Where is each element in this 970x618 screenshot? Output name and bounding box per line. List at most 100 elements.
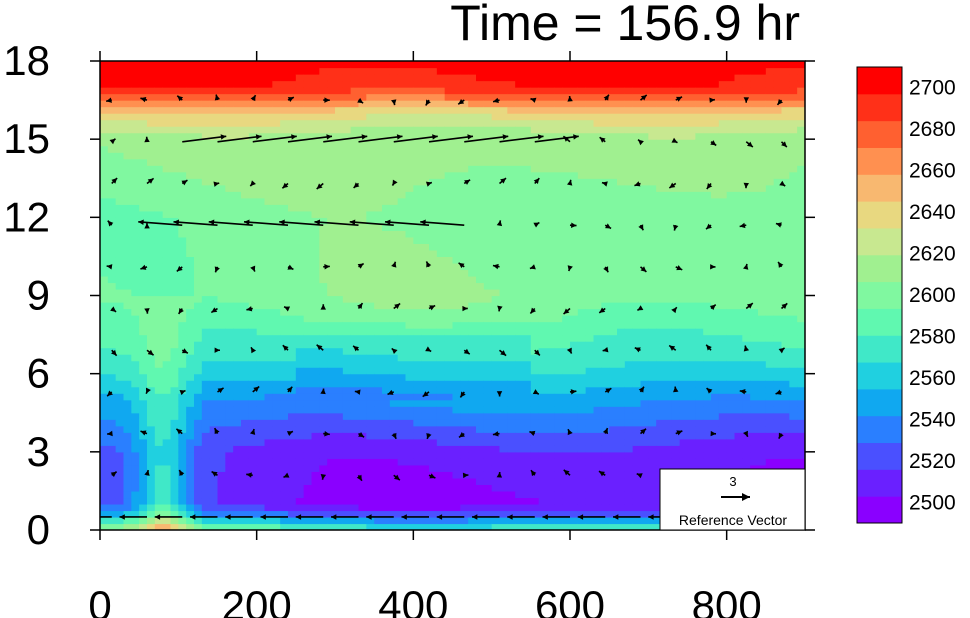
- field-cell: [577, 445, 587, 453]
- field-cell: [209, 373, 219, 381]
- field-cell: [382, 373, 391, 381]
- field-cell: [397, 523, 407, 530]
- field-cell: [194, 288, 203, 297]
- field-cell: [100, 152, 109, 160]
- field-cell: [147, 484, 156, 492]
- field-cell: [131, 321, 140, 329]
- field-cell: [256, 113, 266, 121]
- field-cell: [178, 191, 187, 199]
- field-cell: [186, 451, 195, 459]
- field-cell: [288, 412, 297, 420]
- field-cell: [319, 288, 328, 297]
- field-cell: [632, 347, 642, 355]
- field-cell: [624, 445, 634, 453]
- field-cell: [601, 100, 610, 108]
- field-cell: [538, 158, 548, 166]
- field-cell: [366, 126, 375, 134]
- field-cell: [413, 87, 422, 95]
- field-cell: [499, 191, 508, 199]
- field-cell: [327, 315, 336, 323]
- field-cell: [170, 139, 179, 147]
- field-cell: [570, 510, 579, 518]
- field-cell: [194, 367, 203, 375]
- field-cell: [217, 165, 226, 173]
- field-cell: [382, 217, 391, 225]
- field-cell: [311, 477, 320, 485]
- field-cell: [444, 334, 454, 342]
- field-cell: [570, 523, 579, 530]
- field-cell: [264, 477, 273, 485]
- field-cell: [632, 145, 642, 153]
- field-cell: [147, 471, 156, 479]
- field-cell: [444, 165, 454, 173]
- field-cell: [382, 341, 391, 349]
- field-cell: [366, 223, 375, 231]
- field-cell: [241, 275, 250, 284]
- field-cell: [100, 126, 109, 134]
- field-cell: [233, 497, 242, 505]
- field-cell: [147, 230, 156, 238]
- field-cell: [577, 477, 587, 485]
- field-cell: [100, 243, 109, 251]
- field-cell: [452, 497, 461, 505]
- field-cell: [570, 399, 579, 407]
- field-cell: [507, 523, 516, 530]
- field-cell: [421, 386, 430, 394]
- field-cell: [154, 243, 164, 251]
- field-cell: [389, 341, 399, 349]
- field-cell: [382, 367, 391, 375]
- field-cell: [523, 119, 532, 127]
- field-cell: [264, 308, 273, 316]
- field-cell: [374, 347, 383, 355]
- field-cell: [476, 230, 485, 238]
- field-cell: [147, 354, 156, 362]
- field-cell: [413, 223, 422, 231]
- field-cell: [107, 373, 117, 381]
- field-cell: [421, 419, 430, 427]
- field-cell: [241, 139, 250, 147]
- field-cell: [194, 119, 203, 127]
- field-cell: [139, 184, 148, 192]
- field-cell: [609, 451, 618, 459]
- field-cell: [609, 373, 618, 381]
- field-cell: [241, 315, 250, 323]
- field-cell: [460, 152, 469, 160]
- field-cell: [389, 132, 399, 140]
- field-cell: [233, 419, 242, 427]
- field-cell: [217, 321, 226, 329]
- field-cell: [241, 61, 250, 69]
- field-cell: [483, 308, 493, 316]
- field-cell: [280, 126, 289, 134]
- field-cell: [585, 236, 595, 244]
- field-cell: [507, 412, 516, 420]
- field-cell: [476, 516, 485, 525]
- field-cell: [327, 288, 336, 297]
- field-cell: [523, 191, 532, 199]
- field-cell: [499, 197, 508, 205]
- field-cell: [335, 256, 344, 264]
- field-cell: [256, 171, 266, 179]
- field-cell: [248, 354, 258, 362]
- field-cell: [194, 282, 203, 290]
- field-cell: [444, 132, 454, 140]
- field-cell: [538, 119, 548, 127]
- field-cell: [499, 490, 508, 499]
- field-cell: [335, 438, 344, 446]
- field-cell: [303, 126, 313, 134]
- field-cell: [436, 152, 446, 160]
- field-cell: [154, 399, 164, 407]
- field-cell: [577, 321, 587, 329]
- field-cell: [499, 412, 508, 420]
- field-cell: [272, 288, 281, 297]
- field-cell: [194, 67, 203, 75]
- field-cell: [209, 354, 219, 362]
- field-cell: [194, 158, 203, 166]
- field-cell: [523, 471, 532, 479]
- field-cell: [123, 262, 132, 271]
- field-cell: [530, 126, 540, 134]
- field-cell: [217, 145, 226, 153]
- field-cell: [303, 87, 313, 95]
- field-cell: [483, 432, 493, 440]
- field-cell: [570, 256, 579, 264]
- field-cell: [248, 458, 258, 466]
